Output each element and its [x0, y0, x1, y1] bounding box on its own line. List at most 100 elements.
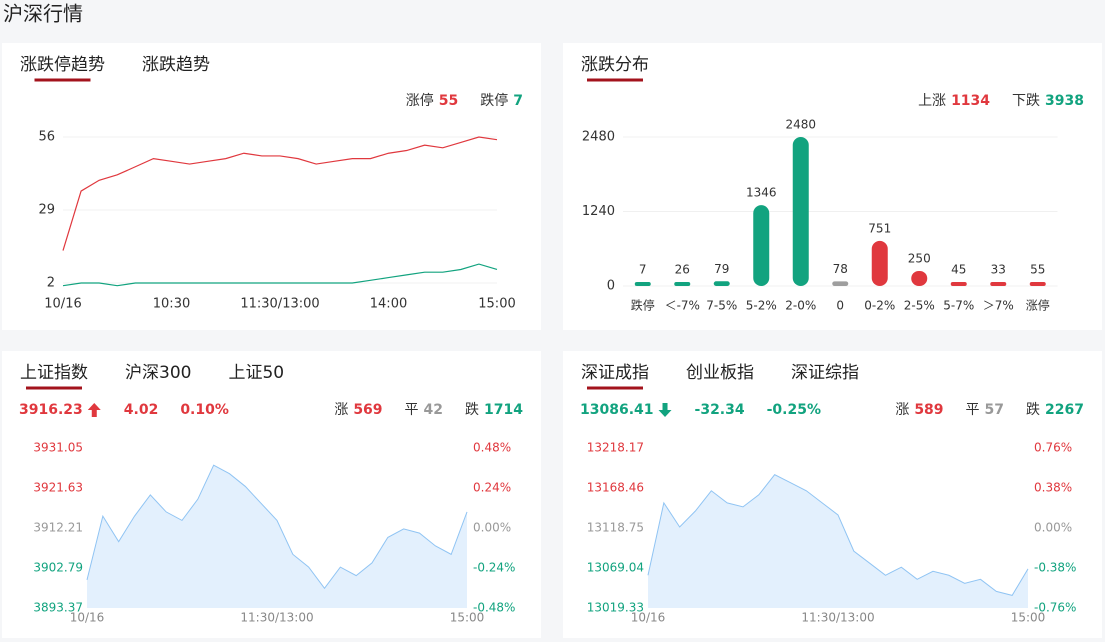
x-tick-label: 7-5%	[706, 299, 737, 313]
tab[interactable]: 涨跌停趋势	[20, 55, 105, 75]
bar	[792, 137, 809, 286]
bar	[713, 281, 730, 286]
summary-label: 上涨	[918, 93, 946, 109]
x-tick-label: 0-2%	[864, 299, 895, 313]
value-label: 78	[833, 262, 848, 276]
value-label: 2480	[785, 118, 816, 132]
bar	[990, 282, 1007, 286]
summary-value: 2267	[1045, 402, 1084, 418]
summary-label: 涨	[334, 402, 348, 418]
y2-tick-label: 0.00%	[1034, 521, 1072, 535]
x-tick-label: 0	[836, 299, 844, 313]
tab[interactable]: 上证50	[228, 363, 284, 383]
y-tick-label: 2480	[582, 130, 615, 145]
summary-value: 589	[914, 402, 943, 418]
x-tick-label: 15:00	[478, 297, 515, 312]
quote-arrow	[87, 403, 101, 417]
x-tick-label: 10/16	[44, 297, 81, 312]
y2-tick-label: -0.76%	[1034, 601, 1076, 615]
y-tick-label: 3893.37	[33, 601, 83, 615]
quote-change: -32.34	[695, 402, 745, 418]
panel	[2, 43, 541, 330]
summary-label: 平	[405, 402, 419, 418]
bar	[871, 240, 888, 286]
y-tick-label: 13118.75	[587, 521, 644, 535]
y2-tick-label: -0.24%	[473, 561, 515, 575]
summary-label: 跌	[465, 402, 479, 418]
summary-value: 57	[985, 402, 1004, 418]
x-tick-label: 15:00	[1011, 611, 1046, 625]
x-tick-label: 5-7%	[943, 299, 974, 313]
x-tick-label: 11:30/13:00	[801, 611, 874, 625]
tab[interactable]: 创业板指	[686, 363, 754, 383]
tab[interactable]: 沪深300	[125, 363, 191, 383]
y2-tick-label: 0.48%	[473, 441, 511, 455]
tab[interactable]: 涨跌趋势	[142, 55, 210, 75]
quote-pct: -0.25%	[767, 402, 821, 418]
y-tick-label: 3912.21	[33, 521, 83, 535]
panel	[563, 43, 1102, 330]
series-line	[62, 263, 498, 287]
summary-label: 跌停	[480, 92, 508, 109]
y-tick-label: 13019.33	[587, 601, 644, 615]
tab[interactable]: 深证综指	[791, 363, 859, 383]
bar	[1029, 282, 1046, 286]
x-tick-label: 2-5%	[904, 299, 935, 313]
bar	[911, 270, 928, 286]
y-tick-label: 13168.46	[587, 481, 644, 495]
value-label: 1346	[746, 186, 777, 200]
value-label: 250	[908, 251, 931, 265]
y2-tick-label: 0.00%	[473, 521, 511, 535]
summary-value: 1714	[484, 402, 523, 418]
summary-label: 平	[966, 402, 980, 418]
value-label: 55	[1030, 263, 1045, 277]
summary-label: 跌	[1026, 402, 1040, 418]
summary-value: 3938	[1045, 93, 1084, 109]
x-tick-label: 11:30/13:00	[240, 611, 313, 625]
x-tick-label: 5-2%	[746, 299, 777, 313]
y-tick-label: 2	[47, 275, 55, 290]
bar	[832, 281, 849, 286]
y-tick-label: 29	[38, 203, 55, 218]
summary-label: 下跌	[1012, 93, 1040, 109]
area-fill	[648, 474, 1028, 608]
series-line	[86, 464, 468, 590]
y-tick-label: 0	[607, 279, 615, 294]
y2-tick-label: -0.38%	[1034, 561, 1076, 575]
x-tick-label: 10:30	[153, 297, 190, 312]
page-title: 沪深行情	[3, 2, 83, 26]
tab[interactable]: 涨跌分布	[581, 55, 649, 75]
quote-price: 13086.41	[580, 402, 654, 418]
summary-value: 42	[424, 402, 443, 418]
value-label: 751	[868, 221, 891, 235]
series-line	[62, 136, 498, 251]
y-tick-label: 3931.05	[33, 441, 83, 455]
value-label: 33	[991, 263, 1006, 277]
summary-value: 569	[353, 402, 382, 418]
x-tick-label: 11:30/13:00	[240, 297, 319, 312]
value-label: 45	[951, 263, 966, 277]
summary-value: 55	[439, 93, 458, 109]
y-tick-label: 3921.63	[33, 481, 83, 495]
y2-tick-label: -0.48%	[473, 601, 515, 615]
y-tick-label: 1240	[582, 204, 615, 219]
quote-pct: 0.10%	[180, 402, 229, 418]
area-fill	[87, 465, 467, 608]
tab[interactable]: 上证指数	[20, 363, 88, 383]
summary-label: 涨	[895, 402, 909, 418]
bar	[950, 282, 967, 286]
tab[interactable]: 深证成指	[581, 363, 649, 383]
series-line	[647, 474, 1029, 596]
bar	[674, 282, 691, 286]
x-tick-label: 10/16	[631, 611, 666, 625]
value-label: 26	[675, 263, 690, 277]
bar	[753, 205, 770, 286]
y-tick-label: 13069.04	[587, 561, 644, 575]
quote-change: 4.02	[124, 402, 159, 418]
x-tick-label: 10/16	[70, 611, 105, 625]
quote-arrow	[658, 403, 672, 417]
value-label: 79	[714, 262, 729, 276]
quote-price: 3916.23	[19, 402, 83, 418]
